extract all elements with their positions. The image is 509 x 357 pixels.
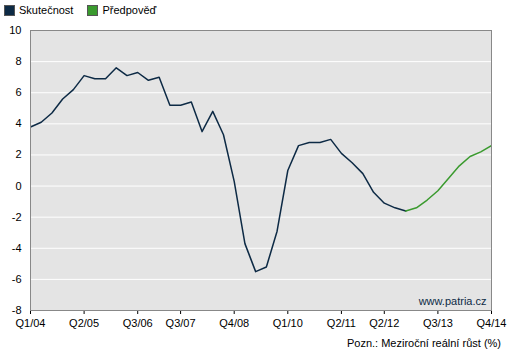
svg-text:6: 6 (15, 86, 21, 98)
svg-text:Q3/13: Q3/13 (423, 317, 453, 329)
svg-text:Q2/11: Q2/11 (327, 317, 356, 329)
svg-text:-4: -4 (12, 242, 22, 254)
svg-text:2: 2 (15, 148, 21, 160)
svg-text:Q1/10: Q1/10 (273, 317, 303, 329)
svg-text:Q1/04: Q1/04 (16, 317, 46, 329)
svg-text:-6: -6 (12, 273, 22, 285)
svg-text:Q2/05: Q2/05 (69, 317, 99, 329)
html-text:Pozn.: Meziroční reální růst (: Pozn.: Meziroční reální růst (%) (346, 337, 501, 349)
html-text:Skutečnost: Skutečnost (19, 4, 74, 16)
svg-text:Q4/08: Q4/08 (219, 317, 249, 329)
svg-text:-8: -8 (12, 304, 22, 316)
svg-text:4: 4 (15, 117, 21, 129)
html-text:Předpověď: Předpověď (102, 4, 157, 16)
svg-text:Q2/12: Q2/12 (369, 317, 399, 329)
svg-text:8: 8 (15, 55, 21, 67)
svg-text:Q3/07: Q3/07 (166, 317, 196, 329)
svg-text:0: 0 (15, 180, 21, 192)
svg-text:10: 10 (9, 24, 21, 36)
svg-text:www.patria.cz: www.patria.cz (418, 295, 487, 307)
svg-text:Q4/14: Q4/14 (477, 317, 507, 329)
svg-text:-2: -2 (12, 211, 22, 223)
svg-text:Q3/06: Q3/06 (123, 317, 153, 329)
